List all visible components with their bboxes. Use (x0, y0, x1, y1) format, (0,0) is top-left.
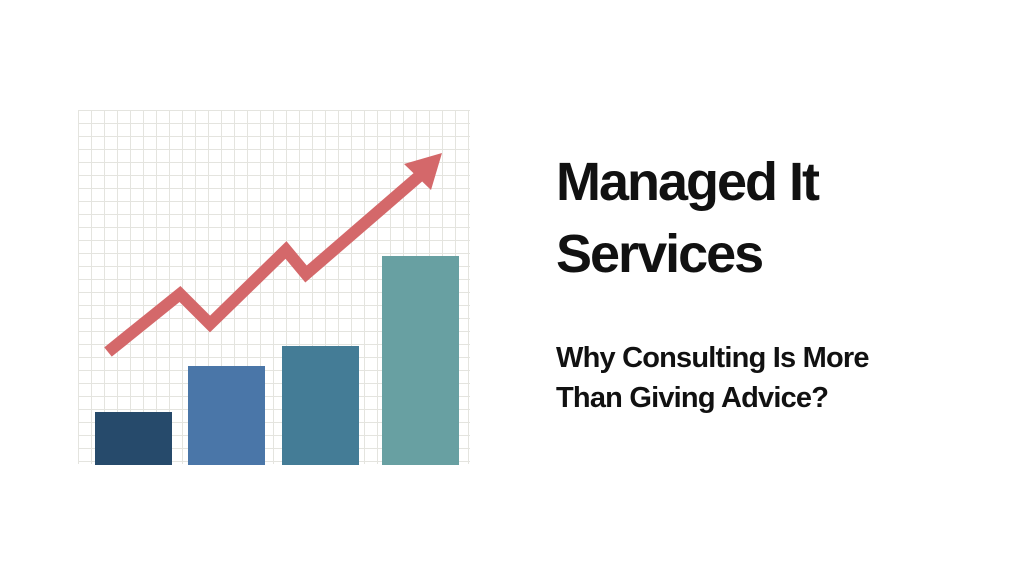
title: Managed It Services (556, 152, 820, 284)
bar-shape (382, 256, 459, 465)
trend-arrow (104, 167, 428, 357)
arrow-head (404, 153, 442, 190)
bar-shape (282, 346, 359, 465)
bar-shape (188, 366, 265, 465)
bar-shape (95, 412, 172, 465)
growth-illustration (78, 110, 470, 465)
subtitle: Why Consulting Is More Than Giving Advic… (556, 342, 869, 414)
